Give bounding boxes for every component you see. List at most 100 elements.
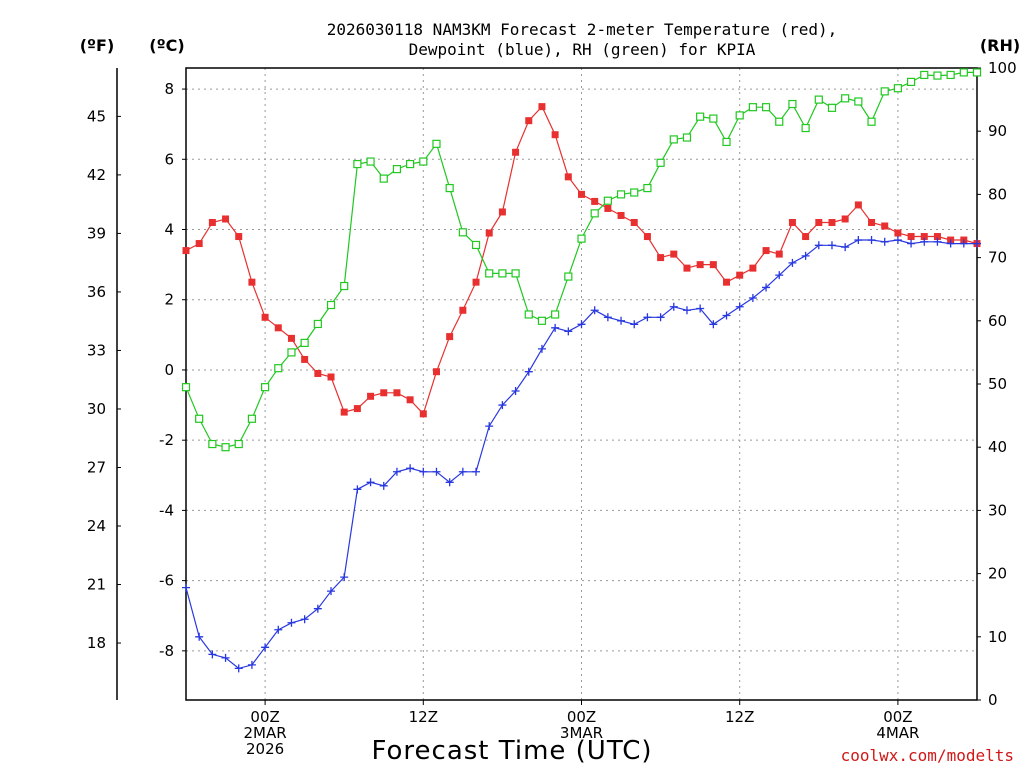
rh-point: [841, 94, 850, 103]
rh-tick-label: 10: [988, 628, 1007, 646]
rh-point: [274, 364, 283, 373]
fahrenheit-tick-label: 45: [87, 107, 106, 125]
rh-point: [326, 300, 336, 310]
chart-title-line1: 2026030118 NAM3KM Forecast 2-meter Tempe…: [327, 20, 838, 39]
temperature-point: [696, 261, 704, 269]
rh-point: [458, 228, 467, 237]
rh-tick-label: 80: [988, 185, 1007, 203]
rh-point: [972, 68, 982, 77]
chart-title-line2: Dewpoint (blue), RH (green) for KPIA: [409, 40, 756, 59]
rh-point: [696, 112, 705, 121]
rh-point: [669, 135, 678, 144]
temperature-point: [907, 233, 915, 241]
temperature-point: [472, 278, 480, 286]
dewpoint-point: [182, 583, 190, 592]
x-axis-title: Forecast Time (UTC): [371, 736, 652, 766]
temperature-point: [657, 254, 665, 262]
dewpoint-point: [366, 478, 375, 487]
rh-point: [946, 70, 955, 80]
dewpoint-point: [472, 467, 481, 476]
rh-tick-label: 100: [988, 59, 1017, 77]
rh-point: [366, 157, 375, 166]
rh-tick-label: 20: [988, 565, 1007, 583]
rh-point: [722, 137, 731, 147]
dewpoint-point: [748, 293, 757, 302]
temperature-point: [287, 334, 295, 342]
dewpoint-point: [498, 401, 507, 410]
rh-point: [221, 443, 230, 452]
temperature-point: [578, 190, 585, 198]
dewpoint-point: [656, 313, 665, 322]
rh-tick-label: 90: [988, 122, 1007, 140]
fahrenheit-tick-label: 21: [87, 576, 106, 594]
x-tick-label: 00Z: [250, 708, 279, 726]
rh-point: [893, 84, 903, 93]
fahrenheit-tick-label: 27: [87, 458, 106, 476]
dewpoint-point: [353, 485, 362, 494]
dewpoint-point: [907, 239, 916, 248]
rh-point: [181, 383, 191, 392]
dewpoint-point: [208, 650, 217, 659]
dewpoint-point: [392, 467, 401, 476]
rh-point: [577, 234, 586, 243]
rh-point: [748, 103, 757, 112]
dewpoint-point: [287, 618, 296, 627]
temperature-point: [380, 389, 388, 397]
rh-point: [880, 87, 889, 96]
temperature-point: [604, 204, 612, 212]
temperature-point: [432, 368, 440, 376]
fahrenheit-tick-label: 33: [87, 341, 106, 359]
temperature-point: [367, 392, 375, 400]
dewpoint-point: [946, 239, 955, 248]
temperature-point: [709, 261, 717, 269]
temperature-point: [459, 306, 467, 314]
plot-frame: [185, 67, 978, 701]
rh-tick-label: 50: [988, 375, 1007, 393]
rh-point: [208, 439, 217, 449]
dewpoint-point: [511, 387, 520, 396]
temperature-point: [802, 233, 810, 241]
temperature-point: [327, 373, 335, 381]
temperature-point: [788, 218, 796, 226]
rh-point: [906, 77, 916, 87]
temperature-point: [841, 215, 849, 223]
dewpoint-point: [537, 344, 546, 353]
temperature-point: [933, 233, 941, 241]
rh-tick-label: 70: [988, 249, 1007, 267]
temperature-point: [274, 324, 282, 332]
dewpoint-point: [959, 239, 968, 248]
dewpoint-point: [722, 311, 731, 320]
temperature-point: [512, 148, 520, 156]
rh-tick-label: 40: [988, 438, 1007, 456]
rh-point: [682, 133, 692, 142]
rh-point: [234, 439, 243, 449]
temperature-point: [749, 264, 757, 272]
rh-point: [564, 272, 573, 281]
dewpoint-point: [221, 653, 230, 662]
temperature-point: [683, 264, 691, 272]
rh-point: [854, 97, 863, 106]
temperature-point: [630, 218, 638, 226]
dewpoint-line: [185, 239, 977, 670]
rh-point: [247, 414, 257, 423]
rh-point: [300, 338, 309, 348]
fahrenheit-tick-label: 24: [87, 517, 106, 535]
temperature-point: [538, 103, 546, 111]
dewpoint-point: [551, 323, 560, 332]
dewpoint-point: [327, 587, 336, 596]
rh-point: [471, 240, 481, 250]
fahrenheit-tick-label: 36: [87, 283, 106, 301]
temperature-point: [736, 271, 744, 279]
dewpoint-point: [643, 313, 652, 322]
dewpoint-point: [735, 302, 744, 311]
temperature-point: [617, 211, 625, 219]
temperature-point: [894, 229, 902, 237]
temperature-point: [340, 408, 348, 416]
rh-point: [432, 139, 441, 148]
temperature-point: [881, 222, 889, 230]
temperature-point: [564, 173, 572, 181]
temperature-point: [591, 197, 599, 205]
dewpoint-point: [313, 604, 322, 613]
temperature-point: [314, 369, 322, 377]
rh-point: [709, 114, 718, 123]
